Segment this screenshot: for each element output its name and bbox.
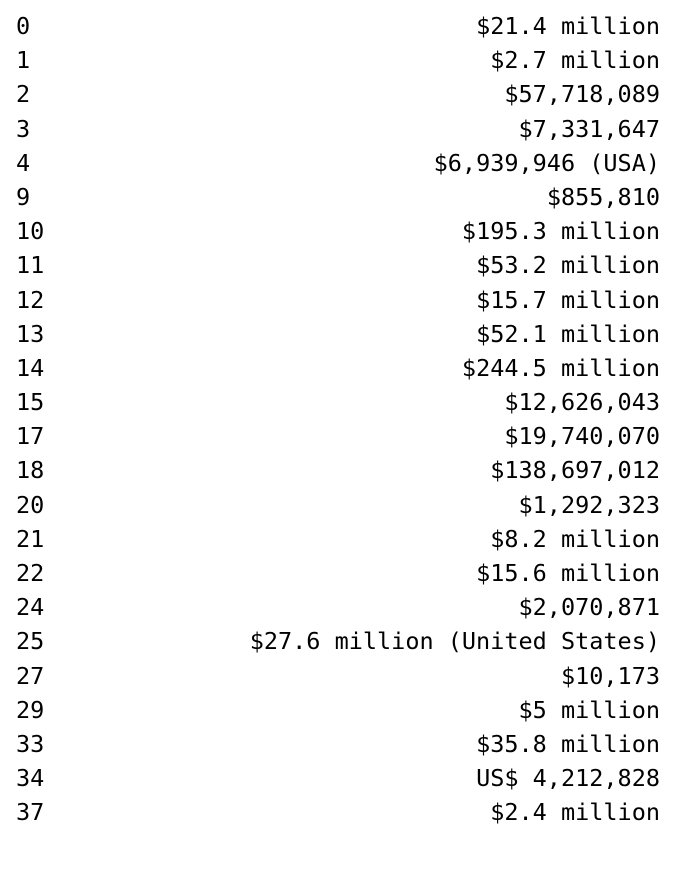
- row-index: 29: [16, 695, 45, 724]
- series-row: 2 $57,718,089: [0, 77, 676, 111]
- row-value: $2.7 million: [490, 46, 660, 75]
- row-value: $855,810: [546, 182, 660, 211]
- row-index: 37: [16, 798, 45, 827]
- row-index: 15: [16, 388, 45, 417]
- row-index: 13: [16, 319, 45, 348]
- row-value: $35.8 million: [476, 729, 660, 758]
- series-row: 12 $15.7 million: [0, 283, 676, 317]
- row-index: 11: [16, 251, 45, 280]
- row-value: $138,697,012: [490, 456, 660, 485]
- row-value: $10,173: [560, 661, 660, 690]
- row-value: $5 million: [518, 695, 660, 724]
- row-index: 0: [16, 12, 31, 40]
- row-value: $52.1 million: [476, 319, 660, 348]
- series-row: 34 US$ 4,212,828: [0, 761, 676, 795]
- row-value: $2,070,871: [518, 593, 660, 622]
- row-value: $21.4 million: [476, 12, 660, 40]
- row-value: $27.6 million (United States): [249, 627, 660, 656]
- series-row: 21 $8.2 million: [0, 522, 676, 556]
- row-value: US$ 4,212,828: [476, 764, 660, 793]
- row-index: 1: [16, 46, 31, 75]
- series-row: 25 $27.6 million (United States): [0, 624, 676, 658]
- row-index: 34: [16, 764, 45, 793]
- row-index: 17: [16, 422, 45, 451]
- series-row: 9 $855,810: [0, 180, 676, 214]
- series-row: 13 $52.1 million: [0, 317, 676, 351]
- series-row: 3 $7,331,647: [0, 112, 676, 146]
- series-row: 4 $6,939,946 (USA): [0, 146, 676, 180]
- row-value: $244.5 million: [461, 353, 660, 382]
- row-index: 4: [16, 148, 31, 177]
- row-value: $15.6 million: [476, 559, 660, 587]
- row-index: 3: [16, 114, 31, 143]
- series-row: 37 $2.4 million: [0, 795, 676, 829]
- series-row: 24 $2,070,871: [0, 590, 676, 624]
- row-index: 20: [16, 490, 45, 519]
- row-value: $6,939,946 (USA): [433, 148, 660, 177]
- row-value: $7,331,647: [518, 114, 660, 143]
- series-row: 10 $195.3 million: [0, 214, 676, 248]
- series-row: 11 $53.2 million: [0, 248, 676, 282]
- series-row: 14 $244.5 million: [0, 351, 676, 385]
- row-index: 25: [16, 627, 45, 656]
- series-row: 15 $12,626,043: [0, 385, 676, 419]
- row-value: $53.2 million: [476, 251, 660, 280]
- series-row: 1 $2.7 million: [0, 43, 676, 77]
- row-index: 14: [16, 353, 45, 382]
- row-value: $8.2 million: [490, 524, 660, 553]
- row-value: $195.3 million: [461, 217, 660, 246]
- series-output: 0 $21.4 million 1 $2.7 million 2 $57,718,08…: [0, 9, 676, 830]
- row-value: $2.4 million: [490, 798, 660, 827]
- row-index: 10: [16, 217, 45, 246]
- row-index: 18: [16, 456, 45, 485]
- series-row: 0 $21.4 million: [0, 9, 676, 43]
- row-index: 12: [16, 285, 45, 314]
- row-value: $12,626,043: [504, 388, 660, 417]
- row-index: 2: [16, 80, 31, 109]
- series-row: 18 $138,697,012: [0, 453, 676, 487]
- row-value: $15.7 million: [476, 285, 660, 314]
- series-row: 17 $19,740,070: [0, 419, 676, 453]
- row-index: 21: [16, 524, 45, 553]
- row-index: 9: [16, 182, 31, 211]
- row-index: 33: [16, 729, 45, 758]
- row-value: $19,740,070: [504, 422, 660, 451]
- series-row: 33 $35.8 million: [0, 727, 676, 761]
- series-row: 27 $10,173: [0, 659, 676, 693]
- row-index: 22: [16, 559, 45, 587]
- row-index: 24: [16, 593, 45, 622]
- series-row: 29 $5 million: [0, 693, 676, 727]
- row-value: $57,718,089: [504, 80, 660, 109]
- row-index: 27: [16, 661, 45, 690]
- row-value: $1,292,323: [518, 490, 660, 519]
- series-row: 22 $15.6 million: [0, 556, 676, 590]
- series-row: 20 $1,292,323: [0, 488, 676, 522]
